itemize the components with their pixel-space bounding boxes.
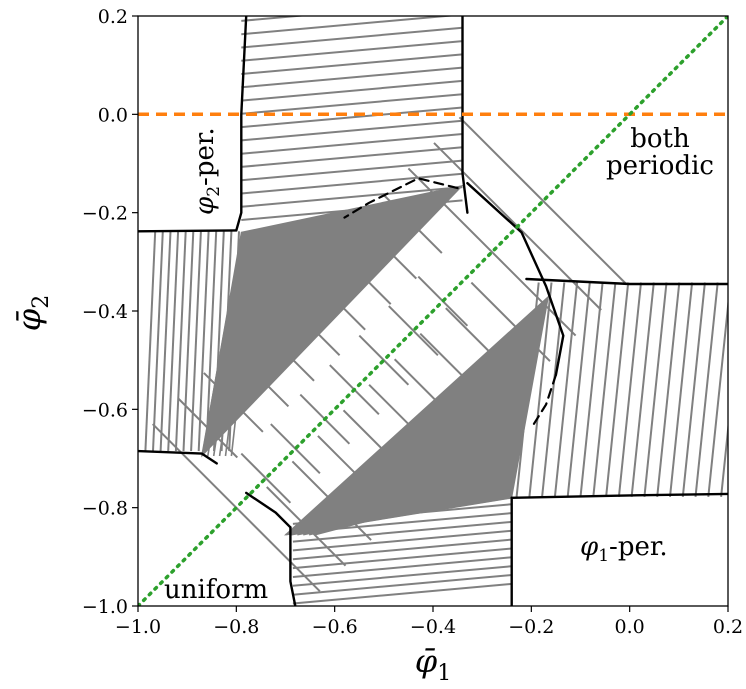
tie-line-center [458, 116, 628, 286]
reference-line-diagonal [138, 16, 728, 606]
y-tick-label: −0.2 [82, 203, 128, 225]
boundary-phi2-left-upper [138, 229, 238, 233]
tie-line-top [241, 119, 463, 142]
boundary-phi1-right-upper [525, 277, 728, 286]
tie-line-top [241, 16, 457, 36]
tie-line-left [190, 231, 202, 452]
tie-line-right [553, 282, 579, 498]
tie-line-left [159, 231, 172, 452]
tie-line-right [643, 282, 668, 498]
three-phase-triangle-2 [283, 294, 550, 536]
boundary-phi2-top-right [461, 16, 469, 214]
tie-line-top [241, 26, 463, 49]
tie-line-top [241, 186, 463, 208]
tie-line-gap [240, 452, 292, 504]
tie-line-right [617, 282, 642, 498]
phi1-periodic-label: φ1-per. [580, 532, 668, 566]
x-tick-label: −0.6 [312, 616, 358, 638]
tie-line-bottom [292, 556, 512, 578]
both-periodic-label-line1: both [630, 124, 690, 154]
tie-line-right [707, 296, 728, 498]
tie-line-gap [388, 305, 439, 357]
y-tick-label: 0.2 [98, 6, 128, 28]
phase-boundaries [138, 16, 728, 606]
tie-line-bottom [292, 582, 512, 605]
tie-line-left [197, 231, 210, 452]
x-tick-label: −0.4 [410, 616, 456, 638]
tie-line-bottom [292, 565, 512, 587]
reference-lines [138, 16, 728, 606]
tie-line-left [152, 231, 164, 452]
tie-line-bottom [292, 538, 512, 561]
both-periodic-label-line2: periodic [606, 151, 714, 181]
tie-line-left [182, 231, 195, 452]
tie-line-top [241, 66, 463, 89]
y-axis-label: φ̄2 [10, 295, 54, 331]
tie-line-top [241, 106, 463, 129]
uniform-label: uniform [164, 575, 268, 605]
tie-line-left [174, 231, 187, 452]
tie-line-right [579, 282, 604, 498]
tie-line-top [241, 79, 463, 102]
tie-line-right [630, 282, 655, 498]
x-tick-label: −0.8 [213, 616, 259, 638]
tie-line-left [205, 231, 218, 452]
boundary-ellipse-dashed-lower [532, 373, 558, 426]
boundary-ellipse-solid-lower [244, 491, 292, 529]
tie-line-right [669, 282, 694, 498]
y-tick-label: −0.6 [82, 399, 128, 421]
x-tick-label: −0.2 [508, 616, 554, 638]
plot-area [138, 16, 728, 606]
three-phase-triangle-1 [201, 184, 464, 458]
tie-line-right [528, 282, 553, 498]
x-tick-label: −1.0 [115, 616, 161, 638]
tie-line-right [694, 282, 719, 498]
tie-line-top [241, 146, 463, 168]
boundary-phi1-bottom-left [289, 526, 297, 606]
boundary-phi2-left-lower [138, 449, 218, 465]
x-axis-label: φ̄1 [415, 642, 451, 686]
region-labels: φ2-per. both periodic φ1-per. uniform [164, 124, 714, 605]
boundary-ellipse-dashed-upper [343, 177, 459, 219]
tie-line-right [541, 282, 566, 498]
y-tick-label: −0.4 [82, 301, 128, 323]
tie-line-right [656, 282, 681, 498]
tie-line-top [241, 159, 463, 182]
tie-line-top [241, 93, 463, 115]
tie-line-right [681, 282, 706, 498]
tie-line-top [241, 133, 463, 155]
three-phase-regions [201, 184, 550, 536]
boundary-ellipse-solid [466, 181, 565, 377]
x-axis-ticks: −1.0 −0.8 −0.6 −0.4 −0.2 0.0 0.2 [115, 606, 743, 638]
tie-line-top [241, 53, 463, 75]
x-tick-label: 0.2 [713, 616, 743, 638]
tie-line-bottom [292, 520, 512, 543]
y-tick-label: −1.0 [82, 596, 128, 618]
y-tick-label: 0.0 [98, 104, 128, 126]
single-phase-gap [226, 242, 483, 498]
tie-line-left [144, 231, 157, 452]
phi2-periodic-label: φ2-per. [190, 127, 224, 215]
boundary-phi1-right-lower [510, 492, 728, 499]
tie-line-top [241, 40, 463, 62]
tie-line-bottom [292, 547, 512, 570]
tie-line-bottom [292, 529, 512, 552]
tie-line-top [241, 172, 463, 195]
tie-line-right [566, 282, 591, 498]
boundary-phi2-top-left [235, 16, 248, 232]
y-tick-label: −0.8 [82, 498, 128, 520]
y-axis-ticks: 0.2 0.0 −0.2 −0.4 −0.6 −0.8 −1.0 [82, 6, 138, 618]
tie-line-right [605, 282, 630, 498]
tie-line-left [167, 231, 180, 452]
tie-line-right [592, 282, 617, 498]
tie-line-top [241, 16, 308, 22]
tie-line-bottom [292, 574, 512, 596]
x-tick-label: 0.0 [615, 616, 645, 638]
tie-line-right [720, 420, 728, 498]
